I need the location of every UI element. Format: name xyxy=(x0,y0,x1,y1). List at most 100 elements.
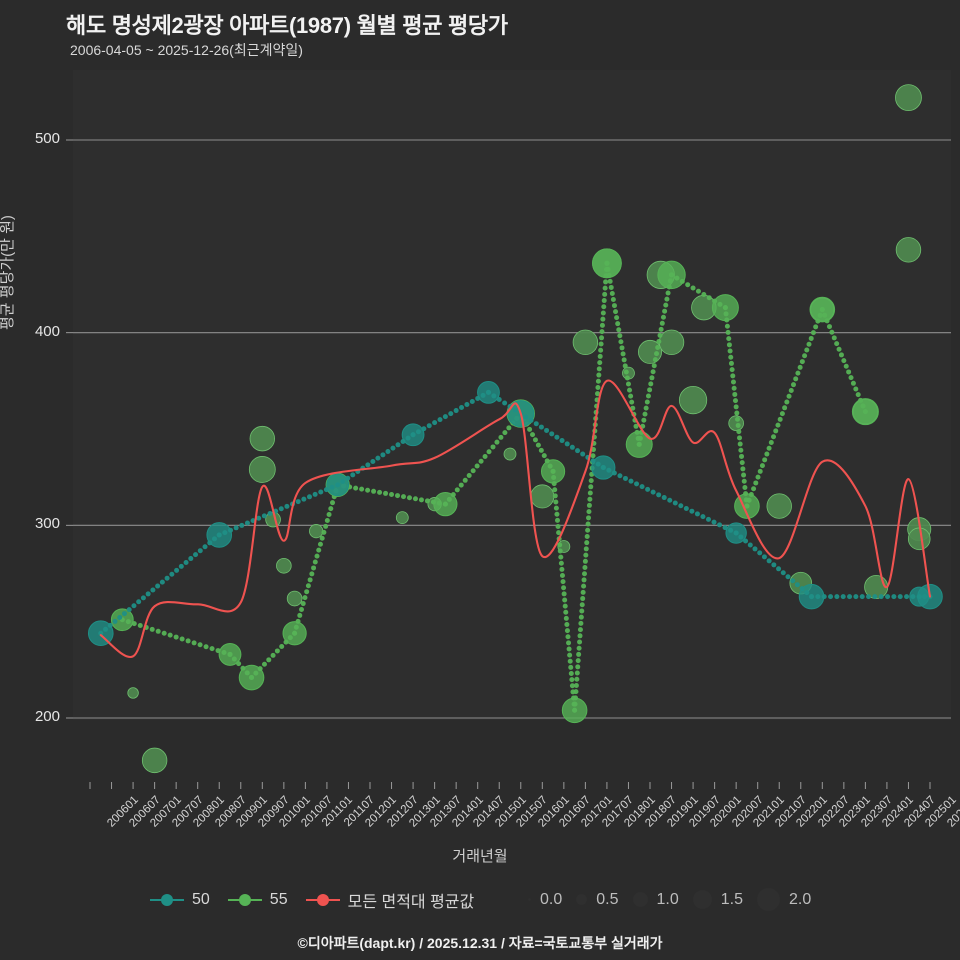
series-dot xyxy=(740,466,746,472)
series-dot xyxy=(619,345,625,351)
series-dot xyxy=(625,381,631,387)
scatter-point xyxy=(127,687,139,699)
size-legend-label: 2.0 xyxy=(789,890,812,908)
series-dot xyxy=(309,571,315,577)
series-dot xyxy=(502,400,508,406)
series-dot xyxy=(755,474,761,480)
series-dot xyxy=(617,473,623,479)
series-dot xyxy=(642,411,648,417)
series-dot xyxy=(581,571,587,577)
series-dot xyxy=(730,373,736,379)
size-legend-dot xyxy=(576,894,588,905)
series-dot xyxy=(683,505,689,511)
series-dot xyxy=(735,422,741,428)
series-dot xyxy=(575,448,581,454)
series-dot xyxy=(279,644,285,650)
series-dot xyxy=(155,583,161,589)
size-legend-dot xyxy=(757,888,780,911)
legend-item-2[interactable]: 55 xyxy=(227,891,288,909)
legend-item-1[interactable]: 50 xyxy=(150,891,210,909)
series-dot xyxy=(554,511,560,517)
series-dot xyxy=(549,431,555,437)
series-dot xyxy=(766,445,772,451)
series-dot xyxy=(596,366,602,372)
series-dot xyxy=(741,478,747,484)
series-dot xyxy=(802,353,808,359)
series-dot xyxy=(312,559,318,565)
legend-item-3[interactable]: 모든 면적대 평균값 xyxy=(305,888,474,912)
series-dot xyxy=(717,522,723,528)
size-legend-label: 1.0 xyxy=(656,890,679,908)
series-dot xyxy=(600,310,606,316)
series-dot xyxy=(741,472,747,478)
series-dot xyxy=(728,354,734,360)
series-dot xyxy=(328,506,334,512)
series-dot xyxy=(599,322,605,328)
series-dot xyxy=(112,618,118,624)
series-dot xyxy=(587,496,593,502)
series-marker xyxy=(540,459,566,484)
series-dot xyxy=(353,485,359,491)
size-legend-dot xyxy=(528,898,531,901)
series-dot xyxy=(808,335,814,341)
series-dot xyxy=(732,398,738,404)
series-dot xyxy=(390,445,396,451)
chart-subtitle: 2006-04-05 ~ 2025-12-26(최근계약일) xyxy=(70,42,303,58)
series-dot xyxy=(656,338,662,344)
series-dot xyxy=(599,335,605,341)
series-dot xyxy=(169,571,175,577)
chart-legend: 50 55 모든 면적대 평균값 0.0 0.5 1.0 1.5 2.0 xyxy=(0,888,960,922)
series-dot xyxy=(437,417,443,423)
series-dot xyxy=(462,477,468,483)
series-marker xyxy=(218,643,242,666)
series-dot xyxy=(380,452,386,458)
series-dot xyxy=(841,358,847,364)
series-50 xyxy=(87,380,943,647)
series-dot xyxy=(689,508,695,514)
series-dot xyxy=(759,463,765,469)
series-dot xyxy=(834,341,840,347)
series-dot xyxy=(490,444,496,450)
series-dot xyxy=(448,411,454,417)
legend-dot-marker xyxy=(316,893,329,906)
series-dot xyxy=(644,399,650,405)
series-dot xyxy=(557,542,563,548)
series-dot xyxy=(538,424,544,430)
series-dot xyxy=(586,509,592,515)
series-dot xyxy=(370,458,376,464)
series-dot xyxy=(705,516,711,522)
series-dot xyxy=(590,453,596,459)
series-dot xyxy=(588,484,594,490)
size-legend-item-2: 0.5 xyxy=(576,891,622,909)
series-dot xyxy=(304,589,310,595)
series-dot xyxy=(316,547,322,553)
series-dot xyxy=(585,527,591,533)
series-dot xyxy=(385,448,391,454)
series-dot xyxy=(567,658,573,664)
series-dot xyxy=(645,393,651,399)
series-dot xyxy=(577,633,583,639)
series-dot xyxy=(559,566,565,572)
series-dot xyxy=(197,548,203,554)
series-dot xyxy=(564,441,570,447)
series-dot xyxy=(584,540,590,546)
series-dot xyxy=(627,387,633,393)
series-dot xyxy=(579,608,585,614)
series-dot xyxy=(159,579,165,585)
series-dot xyxy=(178,563,184,569)
series-dot xyxy=(150,587,156,593)
series-dot xyxy=(203,644,209,650)
series-dot xyxy=(482,453,488,459)
series-dot xyxy=(556,530,562,536)
series-dot xyxy=(568,671,574,677)
series-dot xyxy=(426,423,432,429)
series-dot xyxy=(599,329,605,335)
series-dot xyxy=(305,583,311,589)
series-dot xyxy=(672,500,678,506)
series-dot xyxy=(161,630,167,636)
chart-footer: ©디아파트(dapt.kr) / 2025.12.31 / 자료=국토교통부 실… xyxy=(297,935,663,951)
series-dot xyxy=(655,345,661,351)
series-dot xyxy=(628,393,634,399)
series-dot xyxy=(776,566,782,572)
